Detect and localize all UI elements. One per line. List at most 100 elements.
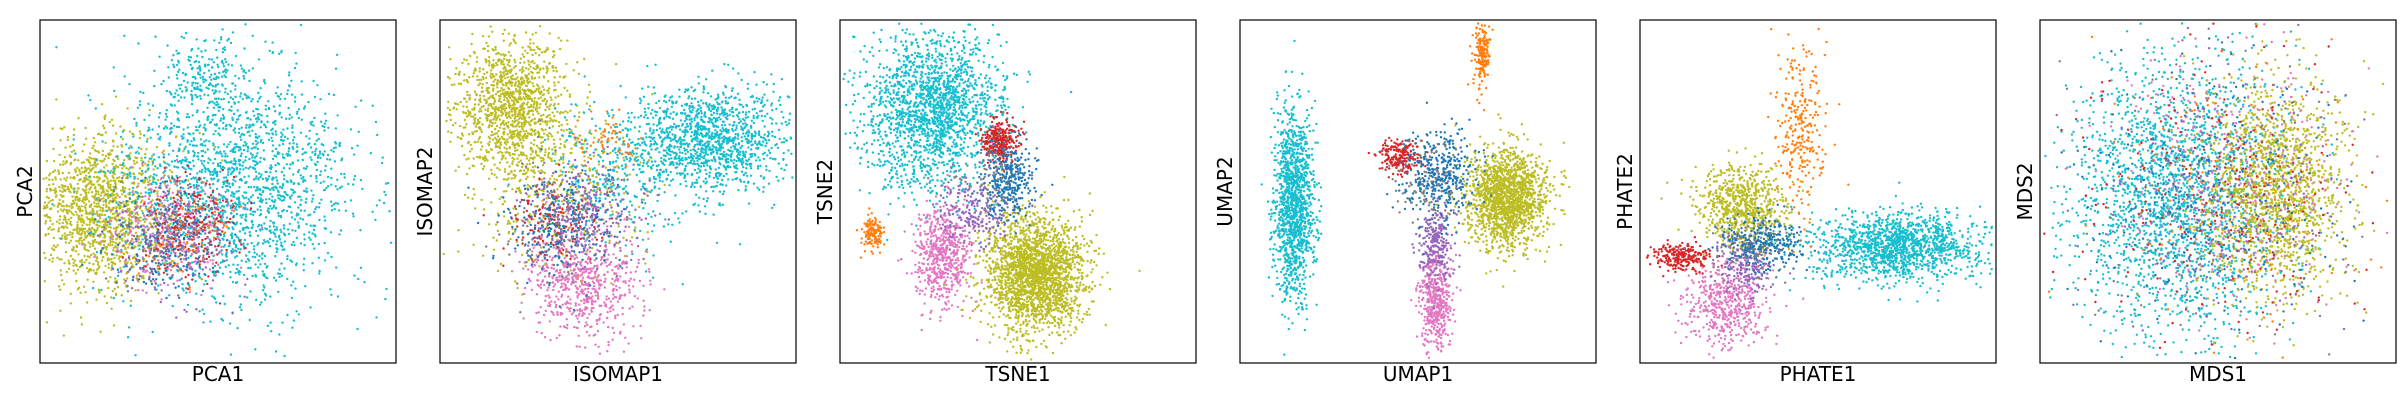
pca-point-series-1	[210, 73, 213, 77]
pca-point-series-0	[97, 196, 101, 200]
pca-point-series-7	[149, 279, 153, 283]
pca-point-series-1	[181, 71, 185, 75]
pca-point-series-1	[177, 149, 180, 153]
pca-point-series-0	[107, 156, 110, 160]
pca-point-series-6	[163, 174, 166, 177]
pca-point-series-4	[131, 278, 135, 282]
pca-point-series-1	[239, 214, 242, 217]
pca-point-series-4	[198, 211, 202, 215]
pca-point-series-0	[48, 178, 51, 181]
pca-point-series-6	[223, 231, 227, 234]
pca-point-series-0	[44, 234, 47, 237]
pca-point-series-1	[323, 188, 326, 192]
pca-point-series-0	[78, 227, 82, 230]
pca-point-series-6	[178, 219, 182, 222]
pca-point-series-0	[85, 301, 89, 304]
pca-point-series-7	[176, 198, 179, 201]
pca-point-series-7	[136, 259, 140, 262]
pca-point-series-5	[195, 184, 198, 188]
isomap-point-series-0	[519, 151, 523, 154]
pca-point-series-1	[386, 181, 390, 185]
pca-point-series-0	[115, 192, 119, 196]
pca-point-series-1	[222, 70, 225, 74]
pca-point-series-1	[258, 172, 261, 175]
pca-point-series-1	[171, 149, 175, 152]
pca-point-series-1	[60, 237, 63, 240]
pca-point-series-1	[158, 55, 161, 58]
pca-point-series-1	[176, 52, 179, 55]
isomap-point-series-0	[508, 154, 512, 157]
pca-point-series-0	[64, 218, 67, 221]
pca-point-series-1	[238, 306, 242, 309]
pca-point-series-1	[186, 81, 189, 84]
isomap-point-series-0	[497, 129, 500, 133]
pca-point-series-1	[256, 234, 260, 237]
pca-point-series-5	[149, 249, 152, 252]
pca-point-series-0	[174, 136, 178, 139]
pca-point-series-1	[272, 206, 275, 209]
pca-point-series-1	[274, 206, 278, 210]
isomap-point-series-0	[528, 116, 531, 119]
pca-point-series-1	[199, 69, 202, 72]
pca-point-series-3	[145, 254, 148, 257]
pca-point-series-0	[58, 258, 61, 261]
pca-point-series-0	[125, 250, 128, 254]
pca-point-series-0	[114, 277, 117, 280]
pca-point-series-1	[291, 126, 294, 130]
pca-point-series-1	[169, 127, 172, 131]
pca-point-series-1	[283, 354, 286, 358]
isomap-point-series-0	[451, 124, 455, 127]
pca-point-series-1	[281, 210, 284, 213]
pca-point-series-1	[274, 110, 277, 113]
pca-point-series-7	[184, 222, 188, 225]
pca-point-series-1	[275, 226, 278, 229]
pca-point-series-1	[309, 306, 312, 309]
pca-point-series-0	[83, 227, 87, 230]
isomap-point-series-0	[541, 85, 544, 88]
pca-point-series-6	[232, 209, 236, 213]
pca-point-series-5	[187, 202, 191, 206]
pca-point-series-7	[165, 248, 168, 251]
pca-point-series-7	[180, 246, 183, 249]
pca-point-series-1	[229, 140, 232, 144]
pca-point-series-1	[200, 168, 204, 171]
pca-point-series-1	[381, 156, 384, 159]
pca-point-series-1	[303, 233, 306, 236]
pca-point-series-1	[227, 101, 230, 104]
pca-point-series-6	[181, 208, 184, 211]
isomap-point-series-0	[548, 113, 551, 117]
pca-point-series-0	[68, 154, 72, 157]
pca-point-series-0	[43, 280, 46, 283]
pca-point-series-1	[89, 98, 92, 102]
pca-point-series-6	[212, 236, 216, 239]
pca-point-series-0	[59, 178, 62, 181]
pca-point-series-1	[155, 182, 158, 186]
pca-point-series-1	[194, 77, 197, 80]
pca-point-series-1	[220, 75, 224, 78]
pca-point-series-1	[256, 196, 260, 199]
pca-point-series-0	[113, 159, 116, 163]
pca-point-series-3	[198, 197, 202, 201]
pca-point-series-2	[128, 231, 131, 234]
pca-point-series-0	[62, 205, 66, 208]
pca-point-series-1	[190, 140, 193, 143]
pca-point-series-5	[204, 266, 207, 269]
pca-point-series-1	[158, 112, 162, 115]
isomap-point-series-0	[566, 123, 569, 126]
pca-point-series-2	[154, 186, 158, 189]
pca-point-series-1	[234, 180, 237, 183]
pca-point-series-4	[99, 249, 103, 253]
pca-point-series-0	[101, 206, 105, 210]
pca-point-series-1	[216, 83, 220, 86]
pca-point-series-0	[53, 248, 56, 251]
pca-point-series-7	[99, 233, 102, 236]
pca-point-series-1	[206, 106, 209, 110]
pca-point-series-1	[172, 63, 175, 66]
pca-point-series-0	[111, 216, 114, 220]
pca-point-series-1	[208, 140, 211, 143]
pca-point-series-1	[253, 114, 256, 118]
pca-point-series-1	[122, 265, 126, 269]
pca-point-series-1	[150, 182, 153, 185]
pca-point-series-4	[184, 179, 187, 182]
isomap-point-series-0	[565, 118, 568, 122]
